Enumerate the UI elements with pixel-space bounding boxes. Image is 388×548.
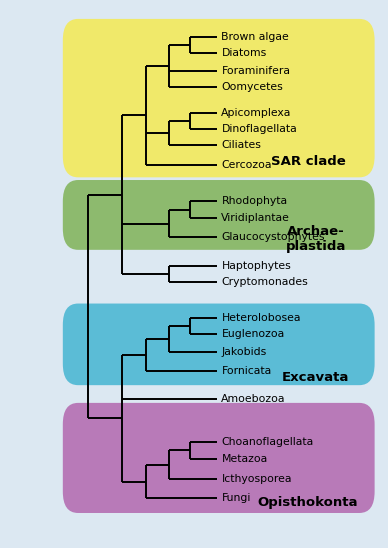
Text: Amoebozoa: Amoebozoa <box>222 394 286 404</box>
Text: Oomycetes: Oomycetes <box>222 82 283 92</box>
Text: Ciliates: Ciliates <box>222 140 261 150</box>
FancyBboxPatch shape <box>63 304 374 385</box>
Text: Jakobids: Jakobids <box>222 347 267 357</box>
Text: Heterolobosea: Heterolobosea <box>222 313 301 323</box>
Text: Glaucocystophytes: Glaucocystophytes <box>222 232 325 242</box>
Text: Viridiplantae: Viridiplantae <box>222 213 290 222</box>
Text: SAR clade: SAR clade <box>271 155 345 168</box>
Text: Cercozoa: Cercozoa <box>222 160 272 170</box>
Text: Opisthokonta: Opisthokonta <box>258 496 359 509</box>
Text: Fungi: Fungi <box>222 494 251 504</box>
Text: Fornicata: Fornicata <box>222 366 272 376</box>
Text: Diatoms: Diatoms <box>222 48 267 58</box>
FancyBboxPatch shape <box>63 403 374 513</box>
Text: Euglenozoa: Euglenozoa <box>222 329 285 339</box>
Text: Metazoa: Metazoa <box>222 454 268 464</box>
Text: Dinoflagellata: Dinoflagellata <box>222 124 297 134</box>
Text: Rhodophyta: Rhodophyta <box>222 197 288 207</box>
Text: Foraminifera: Foraminifera <box>222 66 290 76</box>
Text: Haptophytes: Haptophytes <box>222 261 291 271</box>
FancyBboxPatch shape <box>63 19 374 178</box>
FancyBboxPatch shape <box>63 180 374 250</box>
Text: Archae-
plastida: Archae- plastida <box>286 225 346 253</box>
Text: Icthyosporea: Icthyosporea <box>222 474 292 484</box>
Text: Choanoflagellata: Choanoflagellata <box>222 437 314 447</box>
Text: Apicomplexa: Apicomplexa <box>222 108 292 118</box>
Text: Brown algae: Brown algae <box>222 32 289 42</box>
Text: Cryptomonades: Cryptomonades <box>222 277 308 287</box>
Text: Excavata: Excavata <box>282 370 349 384</box>
